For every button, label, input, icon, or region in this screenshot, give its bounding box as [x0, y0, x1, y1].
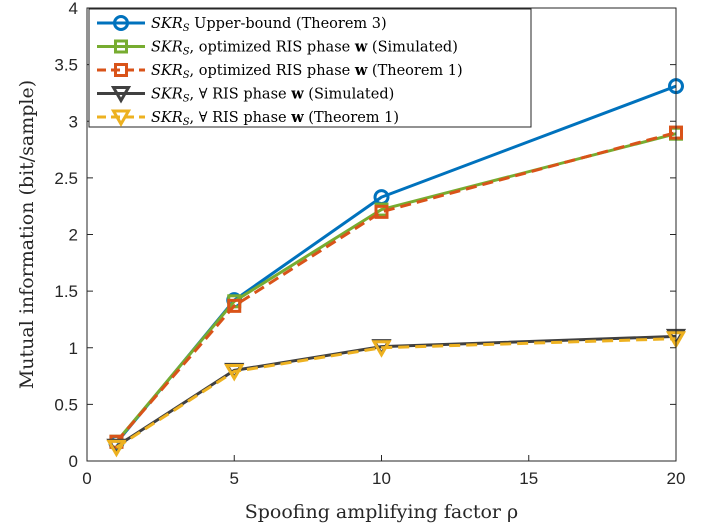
legend-box	[88, 8, 532, 128]
y-tick-label: 2.5	[54, 169, 78, 188]
x-tick-label: 5	[230, 469, 239, 488]
legend-item: SKRS, optimized RIS phase w (Simulated)	[97, 39, 458, 58]
legend-label: SKRS, optimized RIS phase w (Simulated)	[151, 39, 458, 58]
legend-swatch-marker	[114, 39, 128, 54]
legend-label: SKRS Upper-bound (Theorem 3)	[151, 16, 387, 34]
x-tick-label: 20	[667, 469, 686, 488]
y-tick-label: 4	[69, 0, 78, 18]
data-point	[106, 439, 127, 458]
data-point	[227, 298, 242, 313]
x-tick-label: 0	[82, 469, 91, 488]
legend-label: SKRS, ∀ RIS phase w (Simulated)	[151, 86, 394, 105]
legend-swatch-marker	[110, 109, 132, 128]
data-point	[374, 204, 389, 219]
x-tick-label: 15	[519, 469, 538, 488]
y-tick-label: 0	[69, 452, 78, 471]
y-tick-label: 1.5	[54, 282, 78, 301]
legend-item: SKRS, optimized RIS phase w (Theorem 1)	[97, 62, 463, 81]
legend-swatch-marker	[110, 86, 132, 104]
series-line	[115, 131, 677, 443]
y-tick-label: 3	[69, 112, 78, 131]
series-layer	[106, 78, 687, 458]
legend-label: SKRS, ∀ RIS phase w (Theorem 1)	[151, 109, 399, 128]
legend: SKRS Upper-bound (Theorem 3) SKRS, optimi…	[88, 8, 532, 128]
y-tick-label: 0.5	[54, 395, 78, 414]
y-tick-label: 1	[69, 339, 78, 358]
x-tick-label: 10	[372, 469, 391, 488]
y-axis-label: Mutual information (bit/sample)	[16, 80, 38, 389]
legend-item: SKRS, ∀ RIS phase w (Simulated)	[97, 86, 394, 105]
legend-item: SKRS, ∀ RIS phase w (Theorem 1)	[97, 109, 399, 128]
legend-label: SKRS, optimized RIS phase w (Theorem 1)	[151, 62, 463, 81]
axis-ticks: 0 5 10 15 20 0 0.5 1 1.5 2 2.5 3 3.5 4	[54, 0, 685, 488]
data-point	[371, 340, 392, 358]
legend-swatch-marker	[113, 15, 129, 31]
data-point	[224, 364, 245, 382]
legend-swatch-marker	[114, 63, 128, 77]
y-tick-label: 2	[69, 226, 78, 245]
y-tick-label: 3.5	[54, 56, 78, 75]
series-line	[115, 337, 677, 449]
legend-item: SKRS Upper-bound (Theorem 3)	[97, 15, 387, 34]
x-axis-label: Spoofing amplifying factor ρ	[245, 501, 518, 523]
